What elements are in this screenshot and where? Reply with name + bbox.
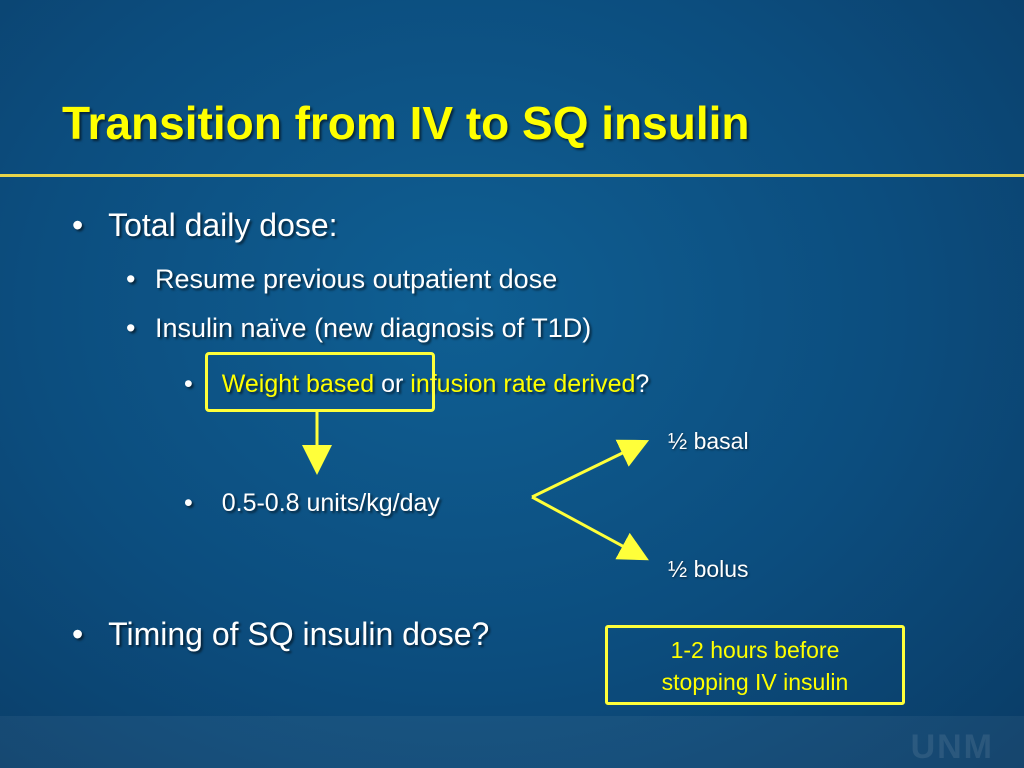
basal-label: ½ basal: [668, 428, 749, 454]
bullet-glyph: •: [72, 207, 84, 243]
bullet-total-daily-dose: • Total daily dose:: [72, 207, 338, 244]
bullet-text: Timing of SQ insulin dose?: [108, 616, 490, 652]
callout-line-2: stopping IV insulin: [661, 669, 849, 695]
bullet-timing: • Timing of SQ insulin dose?: [72, 616, 489, 653]
bullet-dose-range: • 0.5-0.8 units/kg/day: [184, 489, 440, 518]
bullet-glyph: •: [184, 489, 193, 517]
bullet-text: Total daily dose:: [108, 207, 338, 243]
bullet-text: 0.5-0.8 units/kg/day: [221, 489, 440, 517]
infusion-rate-text: infusion rate derived: [410, 370, 636, 398]
slide-title: Transition from IV to SQ insulin: [62, 97, 750, 149]
footer-logo: UNM: [910, 728, 994, 766]
bullet-glyph: •: [72, 616, 84, 652]
timing-callout-box: 1-2 hours before stopping IV insulin: [605, 625, 905, 705]
bullet-glyph: •: [126, 313, 136, 343]
or-text: or: [374, 370, 411, 398]
bullet-text: Insulin naïve (new diagnosis of T1D): [154, 313, 592, 343]
bullet-weight-or-infusion: • Weight based or infusion rate derived?: [184, 370, 649, 399]
title-divider: [0, 174, 1024, 177]
bullet-resume-previous: • Resume previous outpatient dose: [126, 264, 557, 295]
callout-line-1: 1-2 hours before: [670, 637, 840, 663]
footer-band: [0, 716, 1024, 768]
bolus-label: ½ bolus: [668, 556, 749, 582]
question-mark-text: ?: [635, 370, 650, 398]
bullet-insulin-naive: • Insulin naïve (new diagnosis of T1D): [126, 313, 591, 344]
bullet-glyph: •: [184, 370, 193, 398]
bullet-text: Resume previous outpatient dose: [154, 264, 558, 294]
arrow-to-basal-icon: [531, 439, 650, 499]
arrow-to-bolus-icon: [531, 495, 649, 561]
weight-based-text: Weight based: [221, 370, 375, 398]
weight-based-highlight-box: [205, 352, 435, 412]
bullet-glyph: •: [126, 264, 136, 294]
